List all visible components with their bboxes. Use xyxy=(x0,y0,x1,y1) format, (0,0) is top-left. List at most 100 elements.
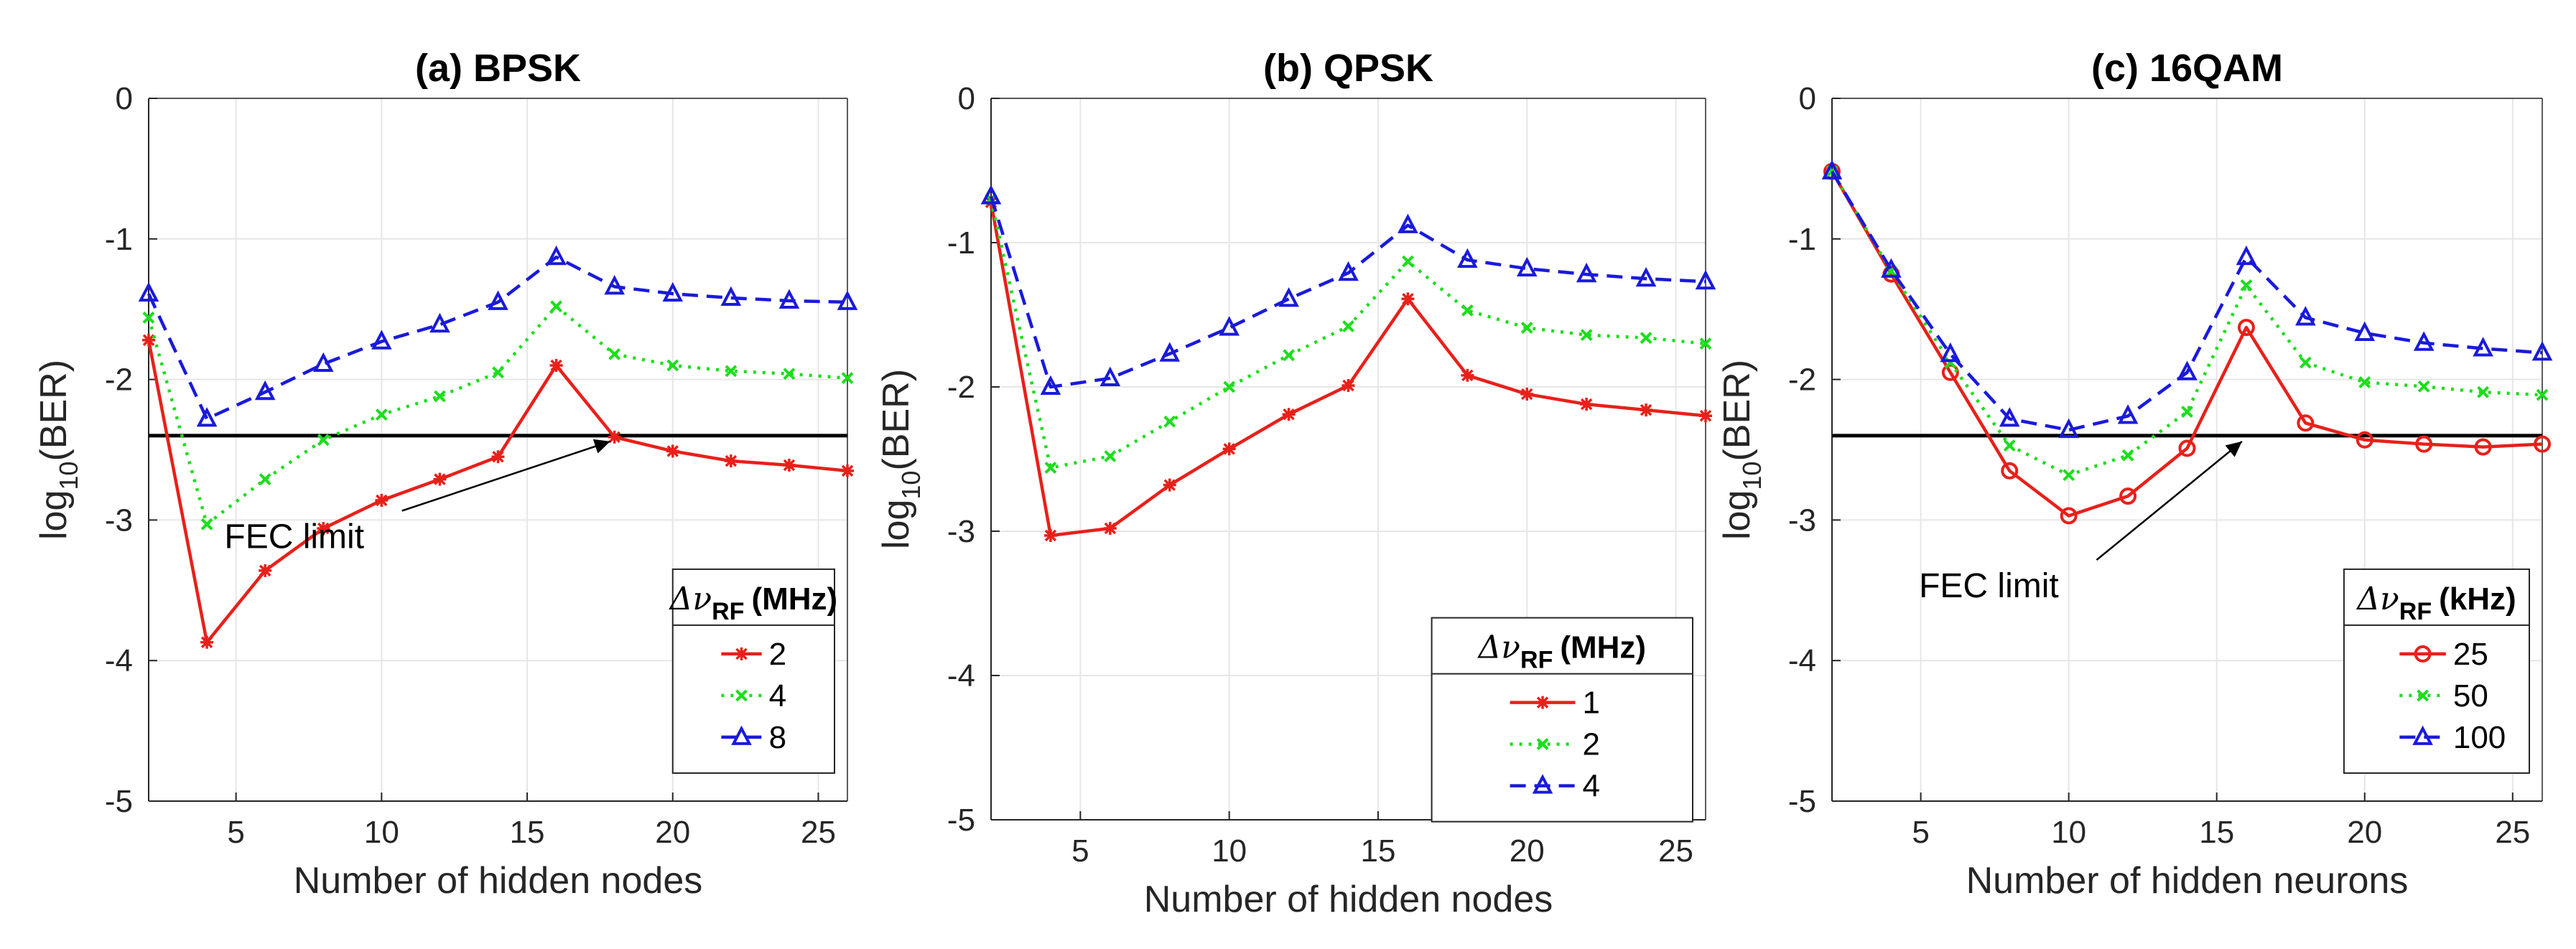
legend-label: 100 xyxy=(2453,720,2506,755)
data-point xyxy=(434,390,446,403)
data-point xyxy=(1576,262,1597,283)
data-point xyxy=(2177,360,2198,380)
legend-label: 4 xyxy=(1582,769,1599,804)
legend-entry: 4 xyxy=(721,678,786,714)
data-point xyxy=(2413,331,2435,351)
legend-entry: 2 xyxy=(1510,727,1600,762)
x-tick-label: 25 xyxy=(1658,833,1693,869)
series-line xyxy=(1831,170,2543,432)
x-tick-label: 10 xyxy=(1212,833,1247,869)
chart-panel-1: 5 10 15 20 25 0 -1 -2 -3 -4 -5 (a) BPSK Number of hi… xyxy=(33,47,858,902)
data-point xyxy=(1999,407,2020,427)
series-2 xyxy=(142,333,854,649)
data-point xyxy=(196,407,218,427)
legend-entry: 8 xyxy=(721,720,786,755)
data-point xyxy=(2236,245,2257,266)
data-point xyxy=(142,312,155,324)
data-point xyxy=(2001,462,2019,480)
data-point xyxy=(1640,332,1652,345)
data-point xyxy=(2356,431,2373,449)
series-100 xyxy=(1821,159,2553,439)
legend-entry: 4 xyxy=(1510,769,1600,804)
data-point xyxy=(725,365,738,378)
y-tick-label: 0 xyxy=(1799,81,1816,116)
x-tick-label: 20 xyxy=(655,815,690,850)
data-point xyxy=(608,430,621,444)
series-8 xyxy=(138,245,858,427)
data-point xyxy=(142,333,155,347)
data-point xyxy=(2474,438,2492,456)
y-tick-label: -3 xyxy=(1788,502,1816,538)
arrow-head xyxy=(592,439,610,454)
data-point xyxy=(1222,442,1236,456)
data-point xyxy=(492,366,504,379)
y-tick-label: -3 xyxy=(947,514,975,549)
data-point xyxy=(980,184,1002,205)
data-point xyxy=(254,380,276,401)
legend-entry: 1 xyxy=(1510,686,1600,721)
data-point xyxy=(1881,258,1902,278)
data-point xyxy=(375,493,389,507)
legend-title: ΔνRF (MHz) xyxy=(669,581,838,625)
data-point xyxy=(259,473,271,486)
x-tick-label: 15 xyxy=(510,815,545,850)
legend: ΔνRF (MHz) 2 4 8 xyxy=(669,568,838,774)
data-point xyxy=(2237,319,2255,337)
x-axis-label: Number of hidden nodes xyxy=(294,860,703,902)
data-point xyxy=(1821,159,1843,179)
x-tick-label: 25 xyxy=(2495,815,2530,850)
legend-title: ΔνRF (kHz) xyxy=(2356,581,2516,625)
x-tick-label: 20 xyxy=(1510,833,1545,869)
data-point xyxy=(429,312,450,333)
arrow-head xyxy=(2225,441,2242,457)
data-point xyxy=(782,459,796,472)
x-axis-label: Number of hidden nodes xyxy=(1144,879,1553,920)
annotation-arrow xyxy=(401,440,611,512)
data-point xyxy=(1219,316,1240,336)
data-point xyxy=(2060,507,2078,525)
data-point xyxy=(200,635,214,649)
legend-marker xyxy=(1536,696,1550,709)
legend-title: ΔνRF (MHz) xyxy=(1477,630,1646,674)
y-tick-label: -3 xyxy=(105,502,133,538)
data-point xyxy=(312,352,334,373)
series-line xyxy=(147,256,848,421)
legend-marker xyxy=(2417,689,2429,702)
y-axis-label: log10(BER) xyxy=(33,360,83,540)
data-point xyxy=(375,408,388,421)
legend-box xyxy=(1431,617,1694,823)
series-line xyxy=(989,196,1706,389)
data-point xyxy=(1043,529,1057,543)
data-point xyxy=(1580,329,1593,342)
data-point xyxy=(1640,403,1653,417)
data-point xyxy=(1282,408,1296,421)
data-point xyxy=(546,245,567,266)
data-point xyxy=(371,329,392,350)
y-tick-label: -2 xyxy=(105,363,133,398)
data-point xyxy=(2299,356,2312,369)
legend-entry: 50 xyxy=(2399,678,2488,714)
data-point xyxy=(1044,462,1057,474)
data-point xyxy=(2536,388,2549,401)
data-point xyxy=(1104,450,1117,462)
series-line xyxy=(1831,170,2543,518)
data-point xyxy=(841,372,854,385)
chart-title: (a) BPSK xyxy=(415,47,581,90)
y-tick-label: -1 xyxy=(1788,222,1816,257)
annotation-arrow xyxy=(2096,440,2243,561)
data-point xyxy=(2058,418,2079,439)
legend-label: 8 xyxy=(769,720,786,755)
legend-marker xyxy=(1532,774,1553,794)
data-point xyxy=(1695,269,1716,290)
data-point xyxy=(1103,521,1117,535)
data-point xyxy=(1520,388,1534,401)
y-tick-label: -4 xyxy=(105,643,133,678)
legend-box xyxy=(671,568,835,774)
data-point xyxy=(2354,321,2376,341)
legend-marker xyxy=(2412,725,2433,745)
data-point xyxy=(200,518,213,530)
data-point xyxy=(1040,375,1061,395)
data-point xyxy=(1402,255,1414,268)
data-point xyxy=(2003,439,2016,452)
data-point xyxy=(2297,414,2315,432)
